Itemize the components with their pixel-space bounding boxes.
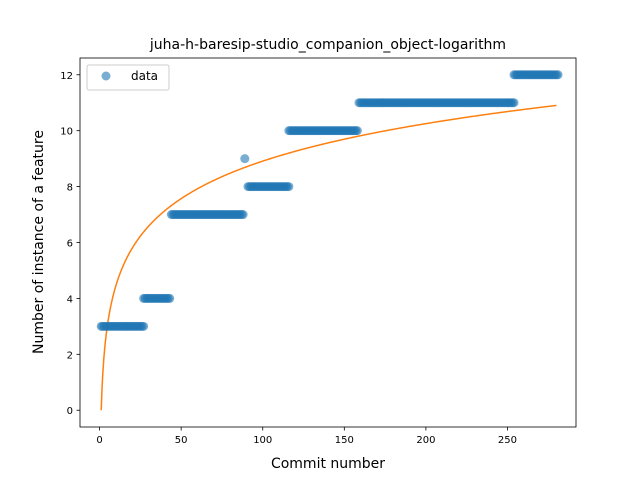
x-tick-label: 100 xyxy=(253,435,272,446)
y-tick-label: 6 xyxy=(67,239,73,250)
data-point xyxy=(509,98,519,108)
legend-marker-data xyxy=(101,71,111,81)
data-point xyxy=(238,210,248,220)
x-axis-ticks: 0 50 100 150 200 250 xyxy=(96,427,517,446)
legend-box xyxy=(86,64,170,91)
y-tick-label: 12 xyxy=(60,71,73,82)
y-tick-label: 10 xyxy=(60,127,73,138)
plot-area xyxy=(79,57,577,428)
x-tick-label: 150 xyxy=(335,435,354,446)
y-tick-label: 8 xyxy=(67,183,73,194)
fit-line xyxy=(100,104,557,411)
scatter-layer xyxy=(96,70,563,331)
data-point xyxy=(240,154,250,164)
x-tick-label: 50 xyxy=(175,435,188,446)
data-point xyxy=(553,70,563,80)
fit-line-layer xyxy=(100,104,557,411)
x-axis-label: Commit number xyxy=(271,456,385,472)
y-axis-label: Number of instance of a feature xyxy=(31,130,47,354)
y-axis-ticks: 0 2 4 6 8 10 12 xyxy=(60,71,80,417)
y-tick-label: 4 xyxy=(67,294,73,305)
plot-background xyxy=(80,58,576,427)
y-tick-label: 2 xyxy=(67,350,73,361)
legend-label-data: data xyxy=(131,69,158,83)
data-point xyxy=(165,293,175,303)
x-tick-label: 0 xyxy=(96,435,102,446)
legend: data xyxy=(86,64,170,91)
x-tick-label: 250 xyxy=(498,435,517,446)
x-tick-label: 200 xyxy=(416,435,435,446)
data-point xyxy=(284,182,294,192)
data-point xyxy=(352,126,362,136)
chart-title: juha-h-baresip-studio_companion_object-l… xyxy=(149,37,506,53)
data-point xyxy=(139,321,149,331)
y-tick-label: 0 xyxy=(67,406,73,417)
